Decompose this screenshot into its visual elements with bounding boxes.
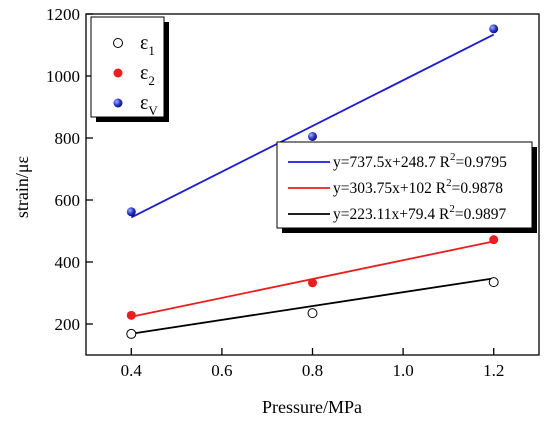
legend-marker-2 <box>113 98 123 108</box>
x-tick-label: 1.0 <box>392 361 413 380</box>
data-point-series-0 <box>307 308 318 319</box>
y-tick-label: 600 <box>55 191 81 210</box>
data-point-series-0 <box>126 328 137 339</box>
fit-r2-superscript: 2 <box>450 151 456 163</box>
y-tick-label: 1000 <box>46 67 80 86</box>
legend-marker-0 <box>113 38 123 48</box>
x-axis-title: Pressure/MPa <box>262 397 362 417</box>
y-tick-label: 400 <box>55 253 81 272</box>
legend-label-2: εV <box>140 92 158 118</box>
y-tick-label: 800 <box>55 129 81 148</box>
y-tick-label: 1200 <box>46 5 80 24</box>
y-tick-label: 200 <box>55 315 81 334</box>
fit-r2-value: =0.9795 <box>455 154 507 171</box>
fit-equation: y=303.75x+102 R <box>333 180 447 197</box>
fit-r2-superscript: 2 <box>449 203 455 215</box>
fit-line-0 <box>131 277 494 335</box>
data-point-series-2 <box>126 207 136 217</box>
data-point-series-1 <box>489 235 499 245</box>
data-point-series-1 <box>308 278 317 288</box>
fit-r2-value: =0.9897 <box>455 206 507 223</box>
legend-marker-1 <box>113 68 123 78</box>
legend-subscript: V <box>148 103 158 118</box>
x-tick-label: 1.2 <box>483 361 504 380</box>
data-point-series-0 <box>488 277 499 288</box>
data-point-series-2 <box>489 24 499 34</box>
fit-legend-label-0: y=223.11x+79.4 R2=0.9897 <box>333 203 506 223</box>
fit-legend-label-2: y=737.5x+248.7 R2=0.9795 <box>333 151 507 171</box>
legend-label-1: ε2 <box>140 62 155 88</box>
x-tick-label: 0.6 <box>211 361 232 380</box>
fit-equation: y=223.11x+79.4 R <box>333 206 450 223</box>
fit-r2-value: =0.9878 <box>452 180 504 197</box>
legend-symbol: ε <box>140 92 148 114</box>
x-tick-label: 0.4 <box>121 361 143 380</box>
legend-subscript: 1 <box>148 43 155 58</box>
data-point-series-2 <box>308 131 317 141</box>
legend-symbol: ε <box>140 32 148 54</box>
fit-equation: y=737.5x+248.7 R <box>333 154 451 171</box>
y-axis-title: strain/με <box>12 155 32 218</box>
x-tick-label: 0.8 <box>302 361 323 380</box>
data-points <box>126 24 499 339</box>
axes: 0.4 0.6 0.8 1.0 1.2 200 400 600 800 1000 1200 <box>46 5 504 380</box>
fit-r2-superscript: 2 <box>446 177 452 189</box>
legend-subscript: 2 <box>148 73 155 88</box>
fit-legend-label-1: y=303.75x+102 R2=0.9878 <box>333 177 503 197</box>
data-point-series-1 <box>126 310 136 320</box>
legend-label-0: ε1 <box>140 32 155 58</box>
fit-line-2 <box>130 33 495 219</box>
legend-symbol: ε <box>140 62 148 84</box>
series-legend-box <box>90 16 165 118</box>
